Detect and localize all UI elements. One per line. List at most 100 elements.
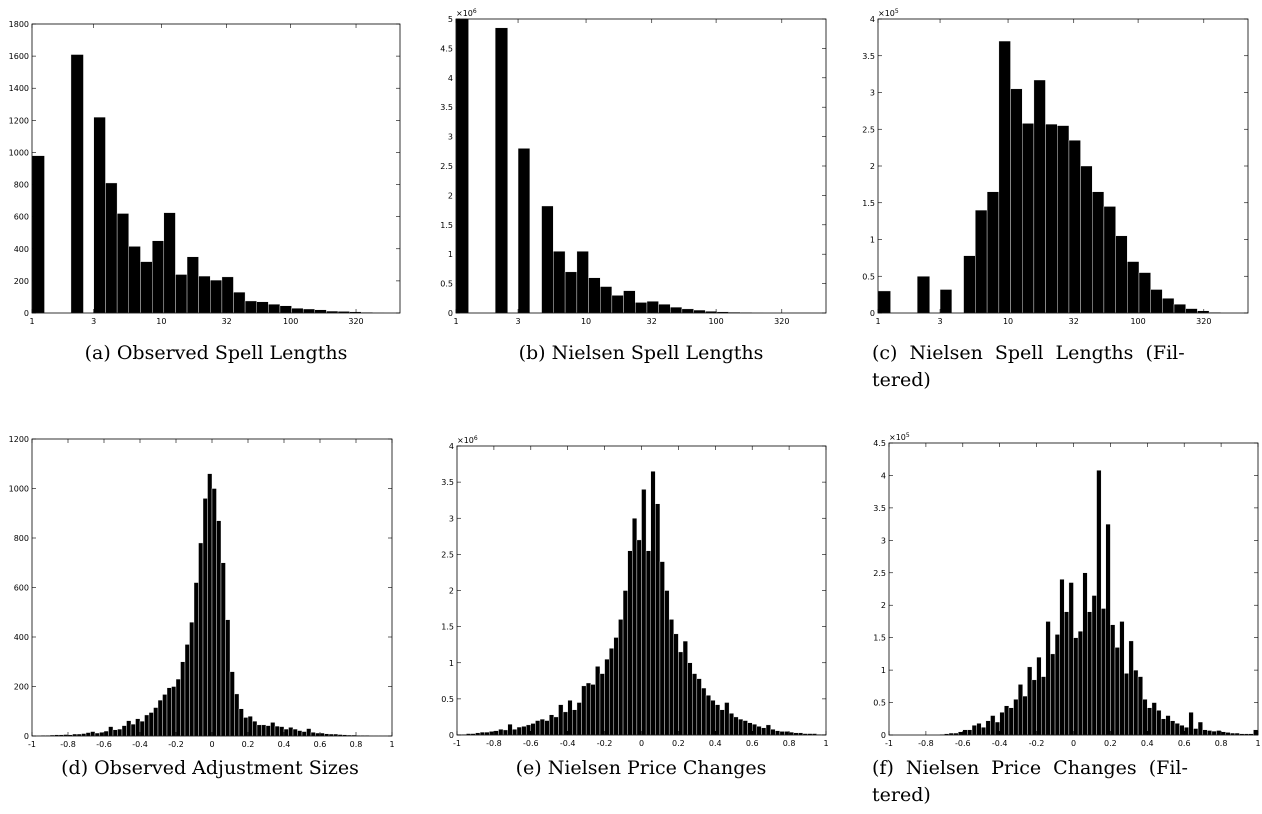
y-tick-label: 3.5 [441,478,454,487]
x-tick-label: -1 [453,739,461,748]
histogram-bar [93,116,106,314]
y-tick-label: 5 [448,15,453,24]
histogram-bar [678,651,684,736]
histogram-bar [1124,673,1130,736]
y-exponent-label: ×105 [889,432,910,442]
histogram-bar [1174,723,1180,736]
histogram-bar [558,704,564,736]
histogram-bar [756,726,762,736]
caption-f-line2: tered) [872,784,931,806]
histogram-bar [1027,666,1033,736]
histogram-bar [1211,730,1217,736]
histogram-bar [1082,572,1088,736]
x-tick-label: 32 [647,317,657,326]
histogram-bar [479,731,485,736]
histogram-bar [998,40,1011,314]
y-tick-label: 2.5 [440,162,453,171]
histogram-bar [268,303,281,314]
y-tick-label: 1 [881,666,886,675]
y-tick-label: 1000 [9,485,29,494]
histogram-bar [600,286,613,314]
x-tick-label: 0.4 [1141,739,1154,748]
x-tick-label: 0.6 [314,740,327,749]
x-tick-label: 0 [639,739,644,748]
histogram-bar [288,727,294,737]
histogram-bar [1184,727,1190,736]
histogram-bar [1017,684,1023,736]
panel-d: 0 200 400 600 800 1000 1200 -1 -0.8 -0.6 -0.4 -0.2 0… [0,420,420,814]
histogram-bar [985,720,991,736]
histogram-bar [517,148,531,314]
histogram-bar [1054,634,1060,736]
histogram-bar [1105,523,1111,736]
histogram-bar [636,539,642,736]
x-tick-label: 1 [453,317,458,326]
x-tick-label: 100 [1130,317,1145,326]
histogram-bar [1045,621,1051,736]
histogram-bar [1137,676,1143,736]
y-tick-label: 2 [870,162,875,171]
histogram-bar [126,720,132,737]
histogram-bar [1022,123,1035,314]
x-tick-label: 0 [1071,739,1076,748]
histogram-bar [319,732,325,737]
histogram-bar [279,726,285,737]
y-tick-label: 0 [881,731,886,740]
histogram-bar [541,205,554,314]
histogram-bar [1036,656,1042,736]
histogram-bar [916,276,930,314]
x-tick-label: 10 [1003,317,1013,326]
histogram-bar [270,722,276,737]
x-tick-label: 0.4 [278,740,291,749]
histogram-bar [728,713,734,736]
histogram-bar [539,718,545,736]
histogram-bar [489,731,495,736]
histogram-bar [256,724,262,737]
x-tick-label: 3 [938,317,943,326]
y-tick-label: 3 [448,133,453,142]
caption-a: (a) Observed Spell Lengths [84,342,348,364]
x-tick-label: 32 [1069,317,1079,326]
y-tick-label: 0.5 [440,280,453,289]
histogram-bar [576,702,582,736]
histogram-bar [198,542,204,737]
y-tick-label: 4 [870,15,875,24]
histogram-bar [112,729,118,737]
bars [31,473,393,737]
y-tick-label: 1000 [9,148,29,157]
y-tick-label: 4.5 [440,44,453,53]
histogram-bar [715,704,721,736]
histogram-bar [121,725,127,737]
histogram-bar [211,488,217,737]
y-tick-label: 4.5 [873,439,886,448]
histogram-bar [635,302,648,314]
x-tick-label: 320 [774,317,789,326]
y-tick-label: 0.5 [441,695,454,704]
histogram-bar [166,687,172,737]
caption-c-line1: (c) Nielsen Spell Lengths (Fil- [872,342,1185,364]
x-tick-label: 0.6 [1178,739,1191,748]
x-tick-label: -0.8 [918,739,934,748]
histogram-bar [590,684,596,736]
histogram-bar [220,562,226,737]
histogram-bar [139,720,145,737]
x-tick-label: 0.6 [746,739,759,748]
histogram-bar [1064,611,1070,736]
y-tick-label: 0 [24,732,29,741]
y-tick-label: 1200 [9,116,29,125]
caption-c-line2: tered) [872,369,931,391]
y-tick-label: 4 [448,74,453,83]
histogram-bar [1004,705,1010,736]
histogram-bar [1253,729,1259,736]
histogram-bar [553,251,566,314]
chart-b: 0 0.5 1 1.5 2 2.5 3 3.5 4 4.5 5 1 3 10 32 100 320 ×106 [440,8,827,326]
histogram-bar [788,731,794,736]
histogram-bar [1207,730,1213,736]
bars [456,471,827,736]
x-tick-label: 100 [708,317,723,326]
histogram-bar [658,303,671,314]
histogram-bar [1197,721,1203,736]
y-tick-label: 3 [870,89,875,98]
x-tick-label: 1 [29,317,34,326]
histogram-bar [210,279,223,314]
